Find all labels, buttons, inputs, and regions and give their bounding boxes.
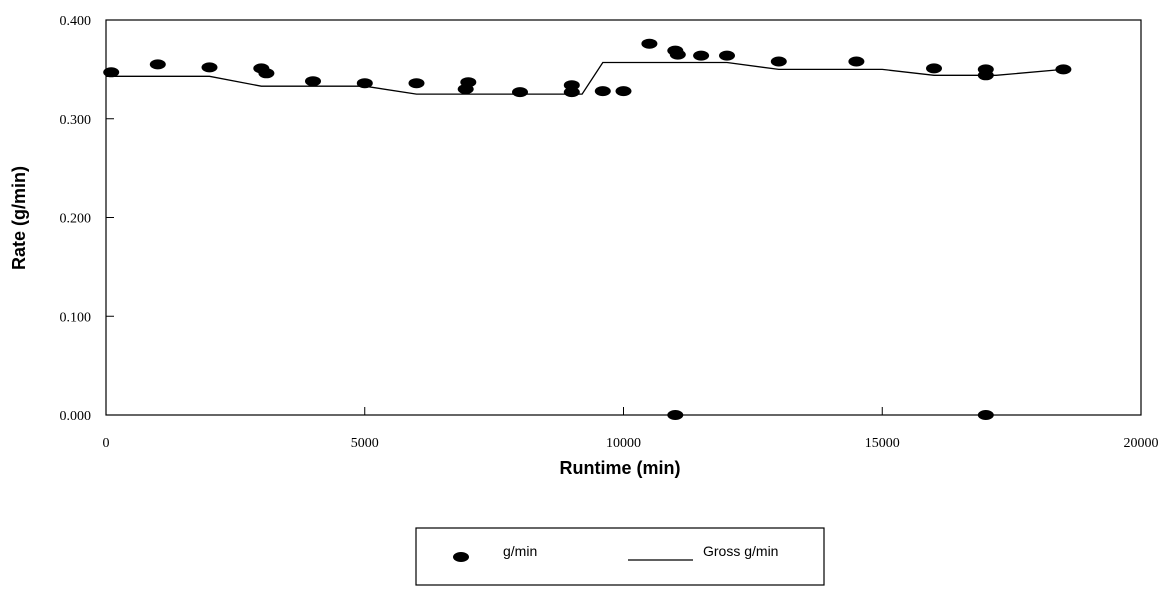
data-point bbox=[258, 68, 275, 79]
gross-line-layer bbox=[106, 61, 1064, 95]
x-tick-label: 15000 bbox=[865, 436, 900, 451]
data-point bbox=[693, 50, 710, 61]
x-tick-label: 0 bbox=[103, 436, 110, 451]
data-point bbox=[305, 76, 321, 87]
scatter-point-layer bbox=[103, 38, 1072, 420]
y-axis-ticks: 0.000 0.100 0.200 0.300 0.400 bbox=[60, 14, 114, 424]
data-point bbox=[719, 50, 735, 61]
data-point bbox=[926, 63, 942, 74]
y-tick-label: 0.000 bbox=[60, 409, 92, 424]
legend-marker-g-min bbox=[453, 552, 469, 562]
y-tick-label: 0.100 bbox=[60, 310, 92, 325]
data-point bbox=[848, 56, 865, 67]
legend-label-g-min: g/min bbox=[503, 543, 537, 559]
y-axis-title: Rate (g/min) bbox=[9, 166, 29, 270]
y-tick-label: 0.300 bbox=[60, 113, 92, 128]
x-tick-label: 10000 bbox=[606, 436, 641, 451]
x-tick-label: 20000 bbox=[1124, 436, 1159, 451]
data-point bbox=[563, 87, 580, 98]
data-point bbox=[356, 78, 373, 89]
legend-label-gross: Gross g/min bbox=[703, 543, 778, 559]
data-point bbox=[615, 86, 632, 97]
data-point bbox=[408, 78, 425, 89]
y-tick-label: 0.400 bbox=[60, 14, 92, 29]
legend: g/min Gross g/min bbox=[415, 527, 825, 586]
x-axis-ticks: 0 5000 10000 15000 20000 bbox=[103, 407, 1159, 451]
data-point bbox=[977, 410, 994, 420]
data-point bbox=[103, 67, 120, 78]
data-point bbox=[641, 38, 658, 49]
data-point bbox=[1055, 64, 1072, 75]
data-point bbox=[512, 87, 528, 98]
x-tick-label: 5000 bbox=[351, 436, 379, 451]
x-axis-title: Runtime (min) bbox=[560, 458, 681, 478]
data-point bbox=[563, 80, 580, 91]
data-point bbox=[201, 62, 218, 73]
data-point bbox=[149, 59, 166, 70]
data-point bbox=[669, 49, 686, 60]
data-point bbox=[977, 70, 994, 81]
data-point bbox=[667, 410, 684, 420]
data-point bbox=[594, 86, 611, 97]
series-line-gross bbox=[106, 61, 1064, 95]
data-point bbox=[770, 56, 787, 67]
data-point bbox=[457, 84, 474, 95]
legend-box bbox=[415, 527, 825, 586]
y-tick-label: 0.200 bbox=[60, 212, 92, 227]
